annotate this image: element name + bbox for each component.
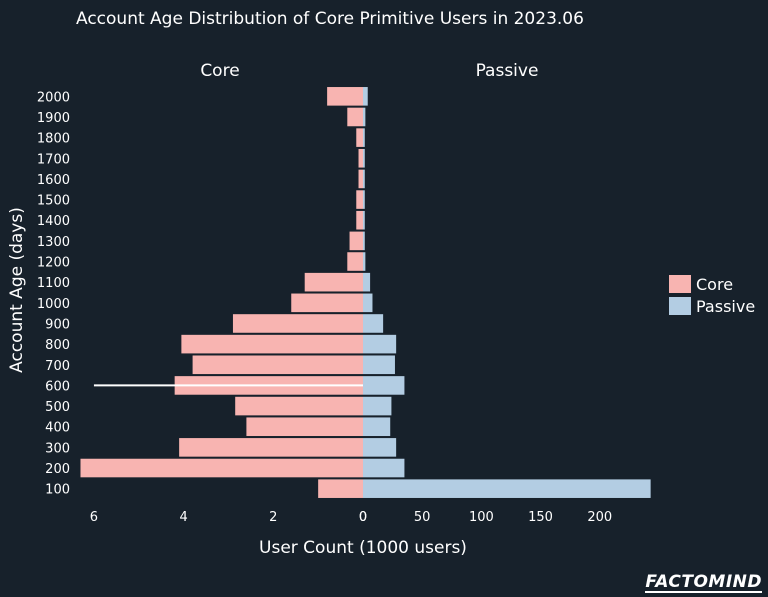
passive-bar-1200 xyxy=(363,252,366,271)
y-tick-1300: 1300 xyxy=(37,235,70,250)
y-tick-1100: 1100 xyxy=(37,276,70,291)
legend-swatch-passive xyxy=(669,297,691,315)
y-tick-1800: 1800 xyxy=(37,132,70,147)
core-bar-100 xyxy=(318,479,363,498)
core-bar-300 xyxy=(179,438,363,457)
y-tick-500: 500 xyxy=(45,400,70,415)
y-tick-1600: 1600 xyxy=(37,173,70,188)
core-bar-1000 xyxy=(291,293,363,313)
y-tick-1900: 1900 xyxy=(37,111,70,126)
legend-label-passive: Passive xyxy=(696,297,755,316)
core-bar-1200 xyxy=(347,252,363,271)
core-x-tick-labels: 6 4 2 0 xyxy=(90,510,367,525)
y-tick-1700: 1700 xyxy=(37,152,70,167)
passive-bar-1000 xyxy=(363,293,373,313)
core-tick-0: 0 xyxy=(359,510,367,525)
y-tick-700: 700 xyxy=(45,359,70,374)
passive-bar-500 xyxy=(363,396,392,416)
passive-tick-100: 100 xyxy=(469,510,494,525)
passive-bar-1800 xyxy=(363,128,365,147)
passive-bar-1100 xyxy=(363,272,371,292)
y-tick-1400: 1400 xyxy=(37,214,70,229)
core-bar-1300 xyxy=(349,231,363,251)
y-tick-300: 300 xyxy=(45,441,70,456)
core-bar-1100 xyxy=(304,272,363,292)
passive-tick-200: 200 xyxy=(587,510,612,525)
passive-bar-1500 xyxy=(363,190,365,209)
core-bar-1800 xyxy=(356,128,363,147)
core-bar-1400 xyxy=(356,210,363,230)
y-tick-600: 600 xyxy=(45,379,70,394)
passive-bar-1400 xyxy=(363,210,365,230)
factomind-logo: FACTOMIND xyxy=(645,572,762,593)
core-bar-200 xyxy=(80,458,363,478)
passive-bars xyxy=(363,87,651,498)
core-bar-400 xyxy=(246,417,363,437)
core-bar-1700 xyxy=(358,148,363,168)
passive-bar-1900 xyxy=(363,107,366,127)
y-tick-400: 400 xyxy=(45,421,70,436)
core-bar-2000 xyxy=(327,87,363,106)
y-tick-1000: 1000 xyxy=(37,297,70,312)
passive-bar-2000 xyxy=(363,87,368,106)
passive-bar-900 xyxy=(363,314,384,333)
core-bar-1900 xyxy=(347,107,363,127)
y-tick-100: 100 xyxy=(45,483,70,498)
passive-bar-1300 xyxy=(363,231,365,251)
y-tick-900: 900 xyxy=(45,317,70,332)
y-tick-2000: 2000 xyxy=(37,90,70,105)
core-panel-title: Core xyxy=(200,61,239,81)
chart-title: Account Age Distribution of Core Primiti… xyxy=(76,9,584,29)
core-tick-6: 6 xyxy=(90,510,98,525)
y-tick-1500: 1500 xyxy=(37,194,70,209)
passive-bar-700 xyxy=(363,355,395,375)
y-tick-800: 800 xyxy=(45,338,70,353)
passive-bar-1600 xyxy=(363,169,365,189)
core-tick-2: 2 xyxy=(269,510,277,525)
legend: Core Passive xyxy=(669,275,755,316)
passive-bar-800 xyxy=(363,334,397,354)
core-bars xyxy=(80,87,363,498)
y-tick-1200: 1200 xyxy=(37,256,70,271)
passive-tick-150: 150 xyxy=(528,510,553,525)
core-bar-700 xyxy=(192,355,363,375)
y-tick-labels: 100 200 300 400 500 600 700 800 900 1000 1100 1200 1… xyxy=(37,90,70,497)
passive-bar-300 xyxy=(363,438,397,457)
core-bar-500 xyxy=(235,396,363,416)
passive-bar-1700 xyxy=(363,148,365,168)
passive-tick-50: 50 xyxy=(414,510,431,525)
legend-label-core: Core xyxy=(696,275,733,294)
core-bar-1600 xyxy=(358,169,363,189)
core-tick-4: 4 xyxy=(179,510,187,525)
core-bar-800 xyxy=(181,334,363,354)
legend-swatch-core xyxy=(669,275,691,293)
passive-bar-100 xyxy=(363,479,651,498)
passive-bar-400 xyxy=(363,417,391,437)
passive-panel-title: Passive xyxy=(476,61,539,81)
passive-x-tick-labels: 0 50 100 150 200 xyxy=(359,510,612,525)
passive-bar-600 xyxy=(363,376,405,395)
y-tick-200: 200 xyxy=(45,462,70,477)
core-bar-1500 xyxy=(356,190,363,209)
core-bar-900 xyxy=(232,314,363,333)
passive-bar-200 xyxy=(363,458,405,478)
y-axis-label: Account Age (days) xyxy=(7,207,27,373)
x-axis-label: User Count (1000 users) xyxy=(259,538,467,558)
passive-tick-0: 0 xyxy=(359,510,367,525)
